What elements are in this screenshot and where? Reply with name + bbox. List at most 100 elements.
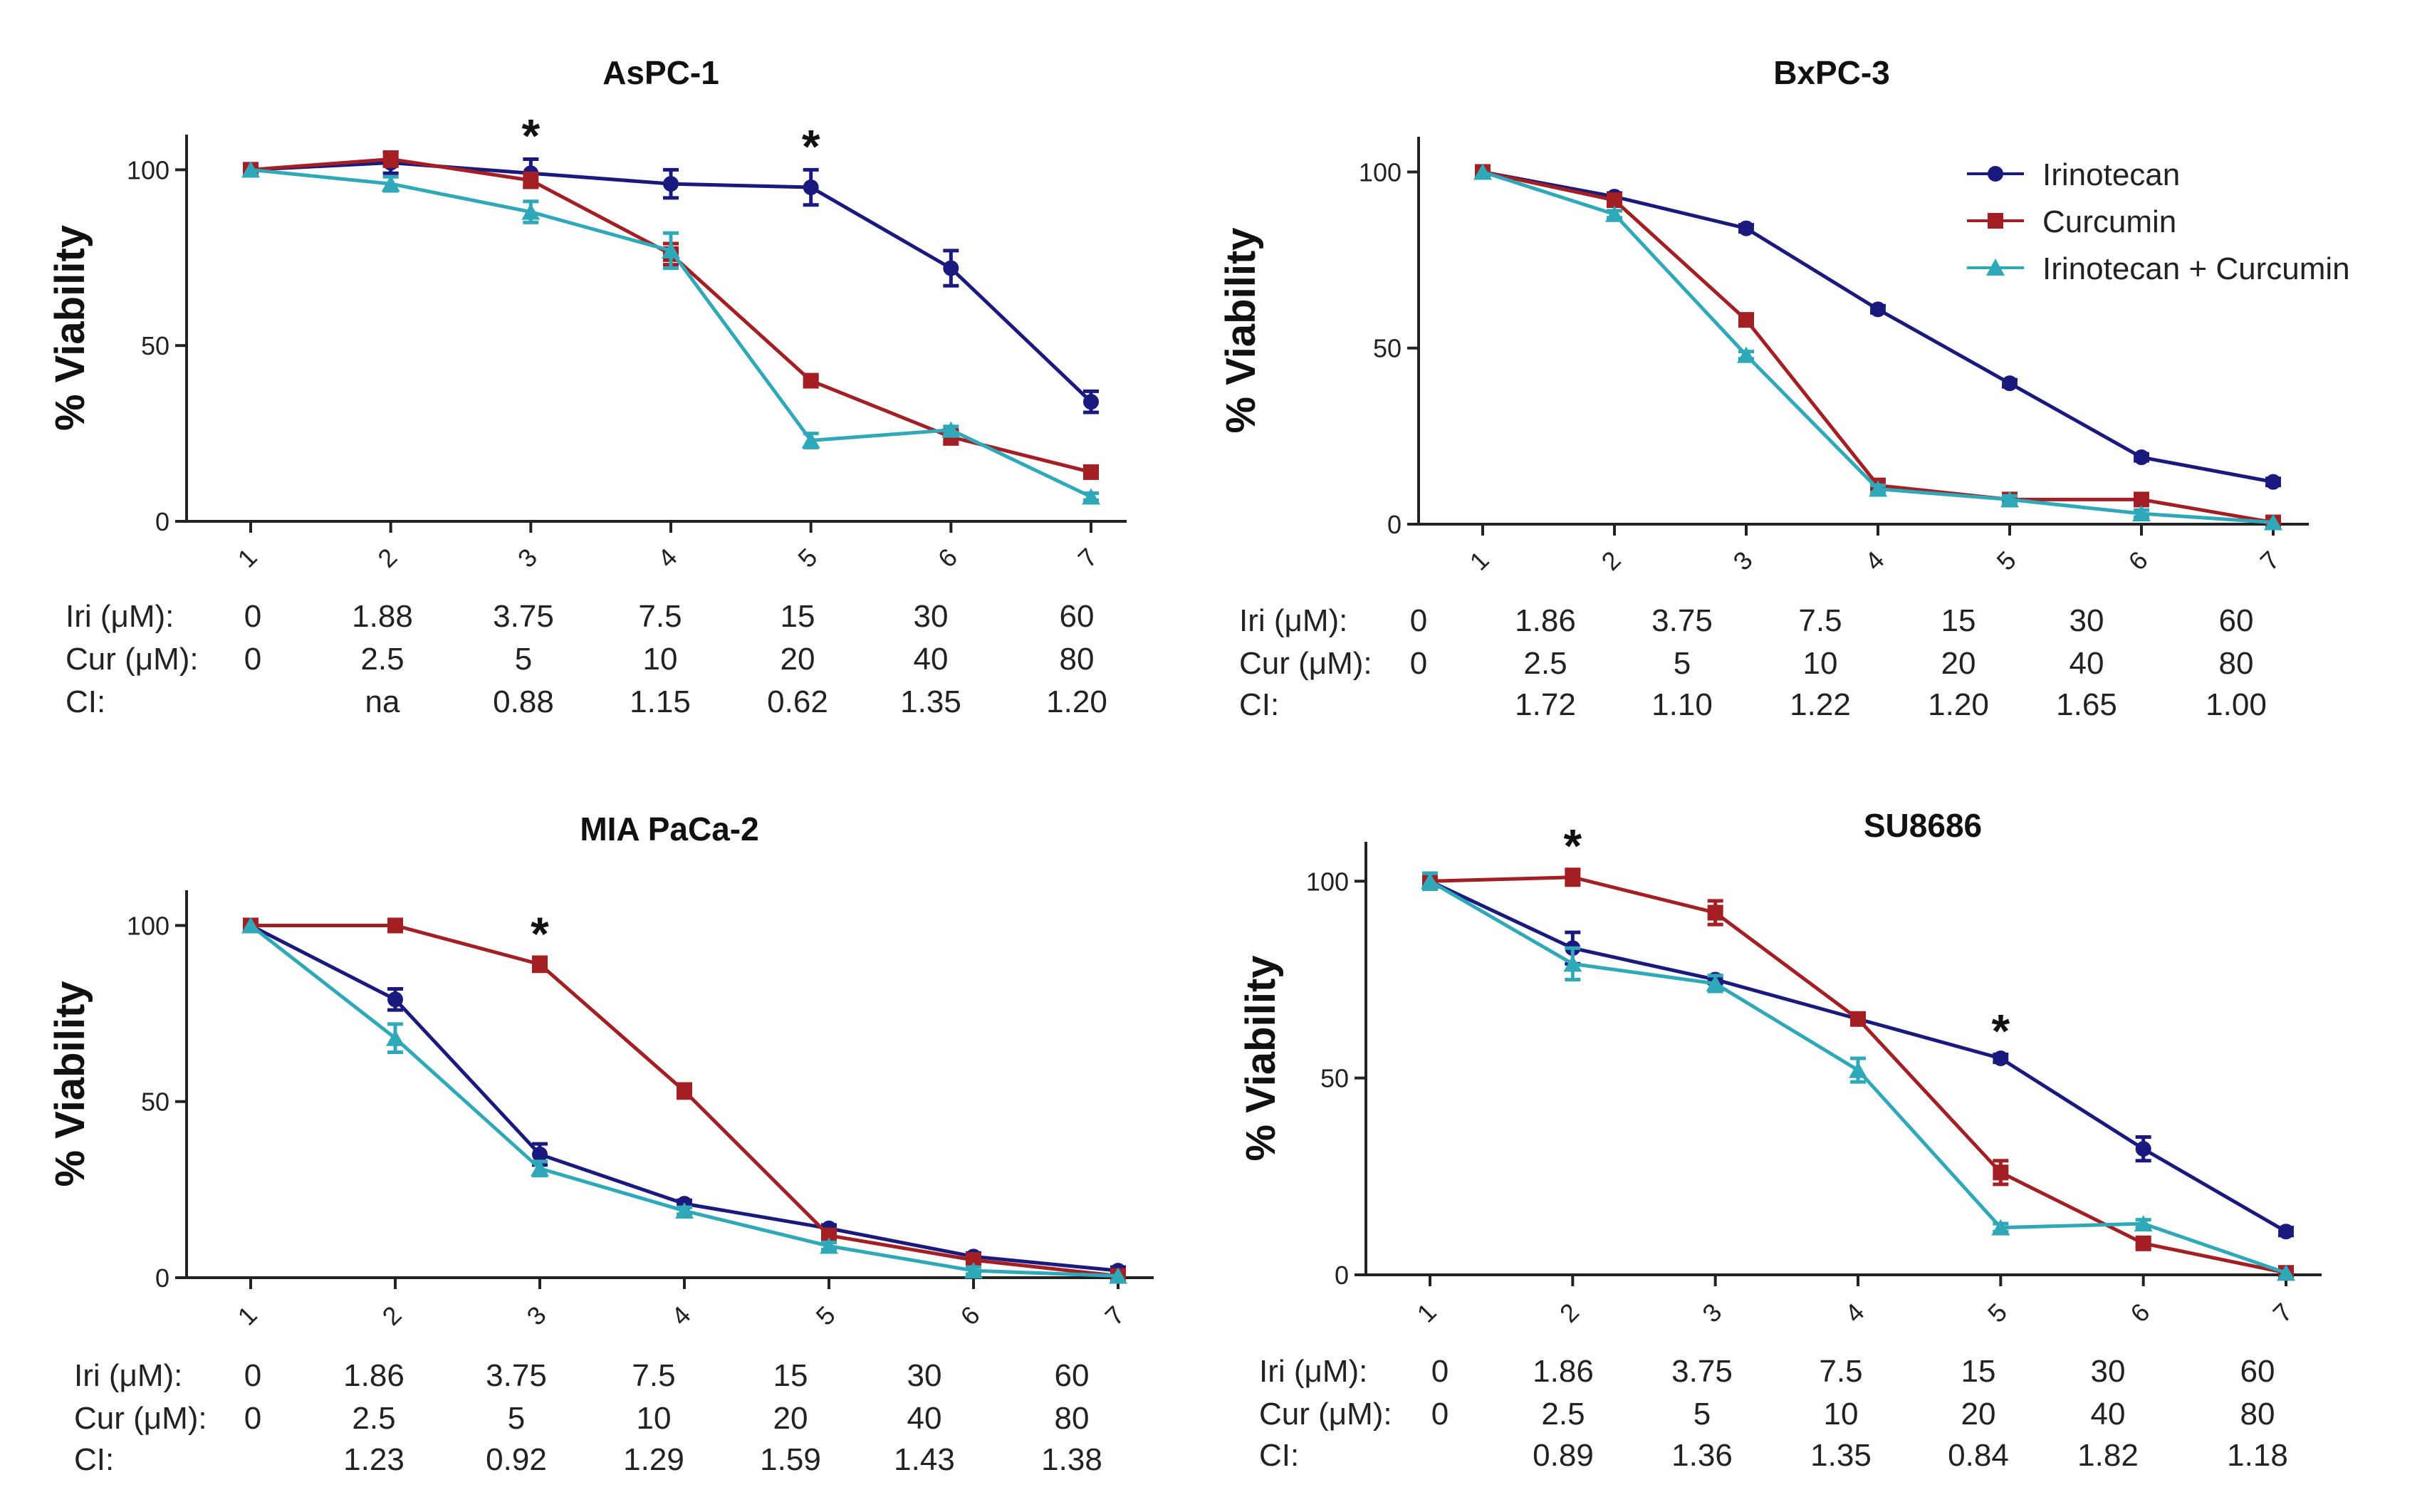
table-cell-ci: 1.15 bbox=[630, 684, 691, 719]
significance-star: * bbox=[802, 120, 820, 172]
table-cell-cur: 5 bbox=[508, 1401, 525, 1436]
table-row-label-ci: CI: bbox=[74, 1442, 114, 1477]
table-cell-ci: 1.22 bbox=[1790, 687, 1851, 722]
legend-label-curcumin: Curcumin bbox=[2042, 204, 2176, 239]
y-tick-label: 50 bbox=[1373, 334, 1402, 363]
data-point bbox=[1082, 488, 1100, 505]
table-cell-iri: 15 bbox=[773, 1358, 808, 1393]
data-point bbox=[1993, 1050, 2009, 1066]
chart-title: MIA PaCa-2 bbox=[580, 810, 758, 848]
table-cell-iri: 1.86 bbox=[1533, 1354, 1594, 1389]
table-cell-ci: 1.00 bbox=[2206, 687, 2267, 722]
table-cell-ci: 1.72 bbox=[1515, 687, 1576, 722]
chart-title: BxPC-3 bbox=[1773, 54, 1890, 91]
table-cell-iri: 7.5 bbox=[638, 599, 682, 634]
data-point bbox=[386, 1029, 405, 1046]
table-cell-cur: 2.5 bbox=[360, 642, 404, 677]
legend: Irinotecan Curcumin Irinotecan + Curcumi… bbox=[1967, 157, 2350, 286]
table-cell-iri: 60 bbox=[2240, 1354, 2275, 1389]
data-point bbox=[1850, 1011, 1866, 1027]
legend-label-irinotecan: Irinotecan bbox=[2042, 157, 2180, 192]
table-cell-cur: 10 bbox=[643, 642, 678, 677]
chart-title: AsPC-1 bbox=[602, 54, 719, 91]
table-cell-cur: 5 bbox=[1674, 646, 1691, 681]
table-cell-iri: 30 bbox=[2091, 1354, 2126, 1389]
data-point bbox=[1707, 904, 1723, 921]
table-cell-ci: 1.20 bbox=[1928, 687, 1989, 722]
data-point bbox=[1738, 312, 1754, 328]
table-cell-cur: 40 bbox=[2070, 646, 2104, 681]
y-tick-label: 50 bbox=[1320, 1064, 1349, 1093]
table-cell-ci: 1.43 bbox=[894, 1442, 955, 1477]
y-tick-label: 0 bbox=[1335, 1261, 1349, 1290]
table-cell-ci: 0.84 bbox=[1948, 1438, 2009, 1473]
data-point bbox=[662, 241, 680, 259]
data-point bbox=[675, 1202, 694, 1219]
table-row-label-iri: Iri (μM): bbox=[74, 1358, 182, 1393]
data-point bbox=[523, 172, 539, 189]
data-point bbox=[2277, 1264, 2295, 1281]
table-row-label-iri: Iri (μM): bbox=[66, 599, 174, 634]
table-row-label-cur: Cur (μM): bbox=[1259, 1397, 1392, 1432]
table-cell-cur: 40 bbox=[2091, 1397, 2126, 1432]
series-irinotecan-curcumin bbox=[241, 161, 1100, 505]
data-point bbox=[821, 1227, 837, 1244]
table-cell-ci: 1.35 bbox=[1810, 1438, 1872, 1473]
data-point bbox=[943, 260, 959, 276]
data-point bbox=[2278, 1224, 2294, 1240]
data-point bbox=[387, 991, 403, 1008]
data-point bbox=[1473, 163, 1492, 180]
table-cell-ci: 1.59 bbox=[760, 1442, 821, 1477]
table-cell-ci: na bbox=[365, 684, 400, 719]
data-point bbox=[1607, 192, 1622, 209]
table-cell-cur: 20 bbox=[1941, 646, 1976, 681]
table-cell-iri: 0 bbox=[1431, 1354, 1449, 1389]
data-point bbox=[521, 203, 541, 220]
data-point bbox=[381, 175, 400, 192]
table-cell-iri: 30 bbox=[907, 1358, 942, 1393]
circle-marker-icon bbox=[1988, 166, 2003, 182]
table-cell-iri: 7.5 bbox=[1798, 603, 1842, 638]
data-point bbox=[803, 372, 819, 389]
table-cell-cur: 20 bbox=[781, 642, 815, 677]
data-point bbox=[241, 917, 260, 934]
data-point bbox=[241, 161, 260, 178]
data-point bbox=[387, 917, 403, 934]
data-point bbox=[2134, 449, 2149, 466]
data-point bbox=[966, 1252, 981, 1268]
y-tick-label: 100 bbox=[1359, 157, 1402, 187]
table-cell-cur: 80 bbox=[1055, 1401, 1090, 1436]
table-cell-iri: 1.86 bbox=[1515, 603, 1576, 638]
table-cell-iri: 0 bbox=[244, 599, 261, 634]
data-point bbox=[1109, 1267, 1127, 1284]
data-point bbox=[1421, 872, 1439, 890]
table-cell-ci: 0.92 bbox=[486, 1442, 547, 1477]
table-cell-ci: 1.82 bbox=[2077, 1438, 2139, 1473]
y-tick-label: 100 bbox=[127, 911, 169, 940]
data-point bbox=[941, 421, 961, 438]
table-cell-iri: 3.75 bbox=[493, 599, 554, 634]
square-marker-icon bbox=[1988, 213, 2003, 229]
y-tick-label: 0 bbox=[155, 507, 169, 536]
table-cell-iri: 3.75 bbox=[1651, 603, 1713, 638]
data-point bbox=[1869, 480, 1887, 497]
data-point bbox=[531, 1159, 549, 1177]
table-cell-cur: 2.5 bbox=[352, 1401, 395, 1436]
table-cell-cur: 2.5 bbox=[1523, 646, 1567, 681]
chart-title: SU8686 bbox=[1864, 807, 1982, 844]
table-cell-ci: 1.35 bbox=[900, 684, 961, 719]
data-point bbox=[532, 1146, 548, 1162]
table-cell-iri: 60 bbox=[1060, 599, 1095, 634]
table-cell-ci: 1.38 bbox=[1041, 1442, 1102, 1477]
data-point bbox=[1870, 301, 1886, 318]
y-tick-label: 100 bbox=[1306, 867, 1349, 896]
table-cell-cur: 5 bbox=[515, 642, 532, 677]
significance-star: * bbox=[521, 110, 540, 162]
data-point bbox=[663, 176, 679, 192]
y-axis-label: % Viability bbox=[1238, 955, 1284, 1161]
y-tick-label: 50 bbox=[141, 1088, 169, 1117]
table-cell-iri: 15 bbox=[781, 599, 815, 634]
table-row-label-cur: Cur (μM): bbox=[1239, 646, 1372, 681]
